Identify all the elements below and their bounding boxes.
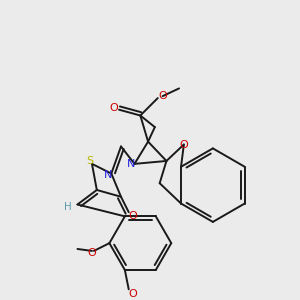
Text: S: S bbox=[86, 156, 94, 166]
Text: O: O bbox=[128, 289, 137, 299]
Text: O: O bbox=[128, 211, 137, 221]
Text: O: O bbox=[110, 103, 118, 113]
Text: O: O bbox=[179, 140, 188, 149]
Text: N: N bbox=[127, 159, 135, 169]
Text: O: O bbox=[158, 91, 167, 101]
Text: N: N bbox=[104, 170, 112, 181]
Text: H: H bbox=[64, 202, 72, 212]
Text: O: O bbox=[88, 248, 96, 258]
